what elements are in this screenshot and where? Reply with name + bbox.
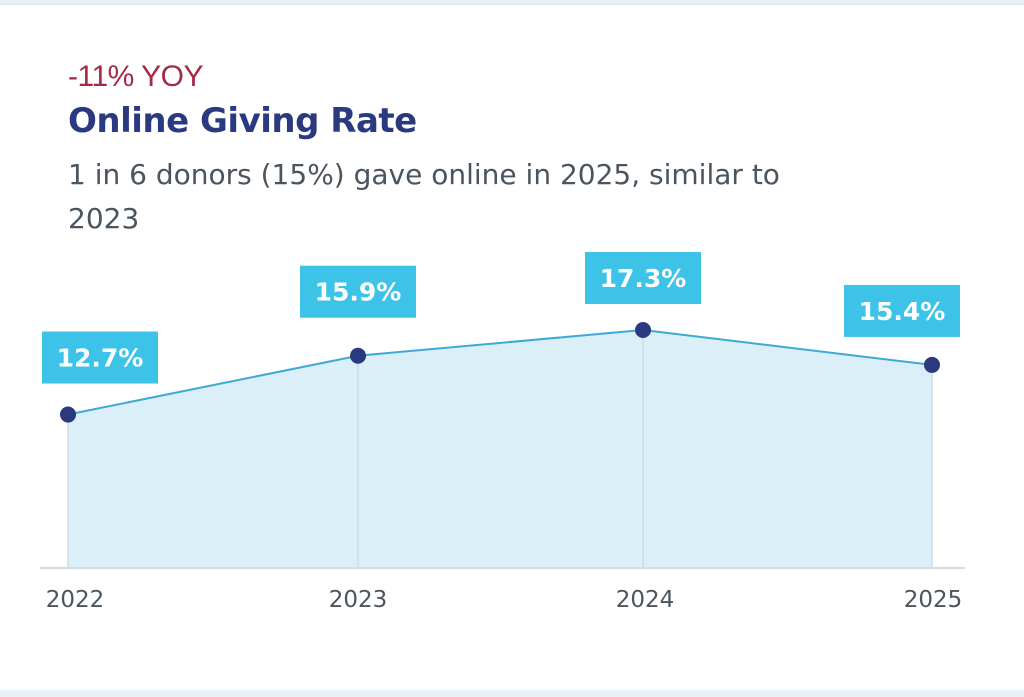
x-tick-2023: 2023 [329, 587, 388, 613]
chart-card: -11% YOY Online Giving Rate 1 in 6 donor… [0, 4, 1024, 690]
x-tick-2022: 2022 [46, 587, 105, 613]
data-label-bg-2025 [844, 284, 960, 337]
yoy-change: -11% YOY [68, 60, 203, 93]
data-label-2025: 15.4% [859, 297, 946, 326]
x-tick-2024: 2024 [616, 587, 675, 613]
chart-subtitle: 1 in 6 donors (15%) gave online in 2025,… [68, 158, 780, 235]
data-label-bg-2022 [42, 331, 158, 384]
area-fill [68, 330, 932, 568]
x-tick-2025: 2025 [904, 587, 963, 613]
chart-title: Online Giving Rate [68, 101, 417, 141]
data-label-2024: 17.3% [600, 264, 687, 293]
data-label-2022: 12.7% [57, 344, 144, 373]
data-point-2025 [924, 356, 940, 373]
data-point-2024 [635, 322, 651, 338]
data-point-2023 [350, 347, 366, 364]
data-label-2023: 15.9% [315, 278, 402, 307]
data-label-bg-2024 [585, 252, 701, 304]
data-label-bg-2023 [300, 265, 416, 318]
series-line [67, 328, 933, 416]
data-point-2022 [60, 406, 76, 423]
